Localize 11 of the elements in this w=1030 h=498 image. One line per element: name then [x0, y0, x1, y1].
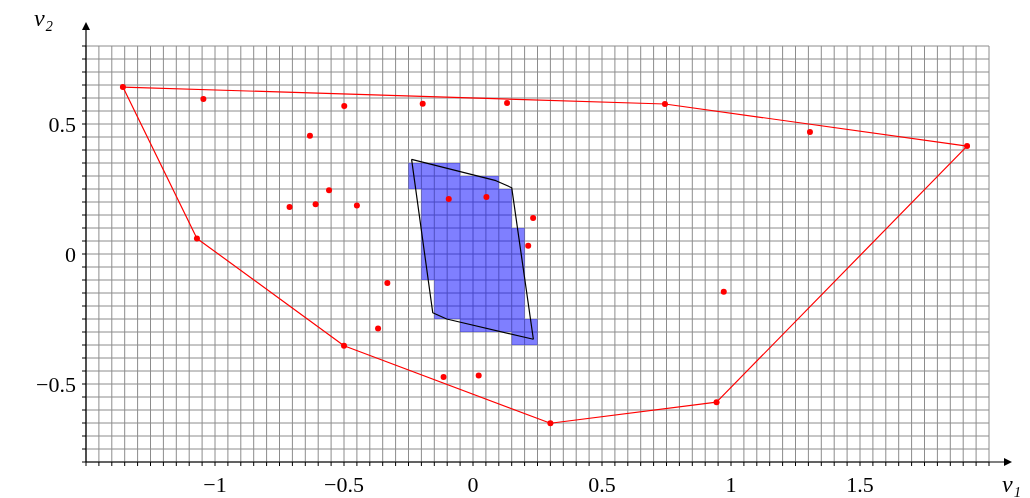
x-tick-label: 0 [467, 472, 479, 497]
x-tick-label: 1 [725, 472, 737, 497]
y-tick-label: 0 [65, 241, 76, 267]
x-tick-label: −1 [203, 472, 227, 497]
x-tick-label: 1.5 [846, 472, 874, 497]
x-tick-label: −0.5 [324, 472, 364, 497]
y-tick-label: −0.5 [36, 371, 76, 397]
x-axis-title: v₁ [1002, 471, 1021, 497]
x-tick-label: 0.5 [588, 472, 616, 497]
y-tick-label: 0.5 [48, 111, 76, 137]
y-axis-title: v₂ [34, 5, 53, 31]
